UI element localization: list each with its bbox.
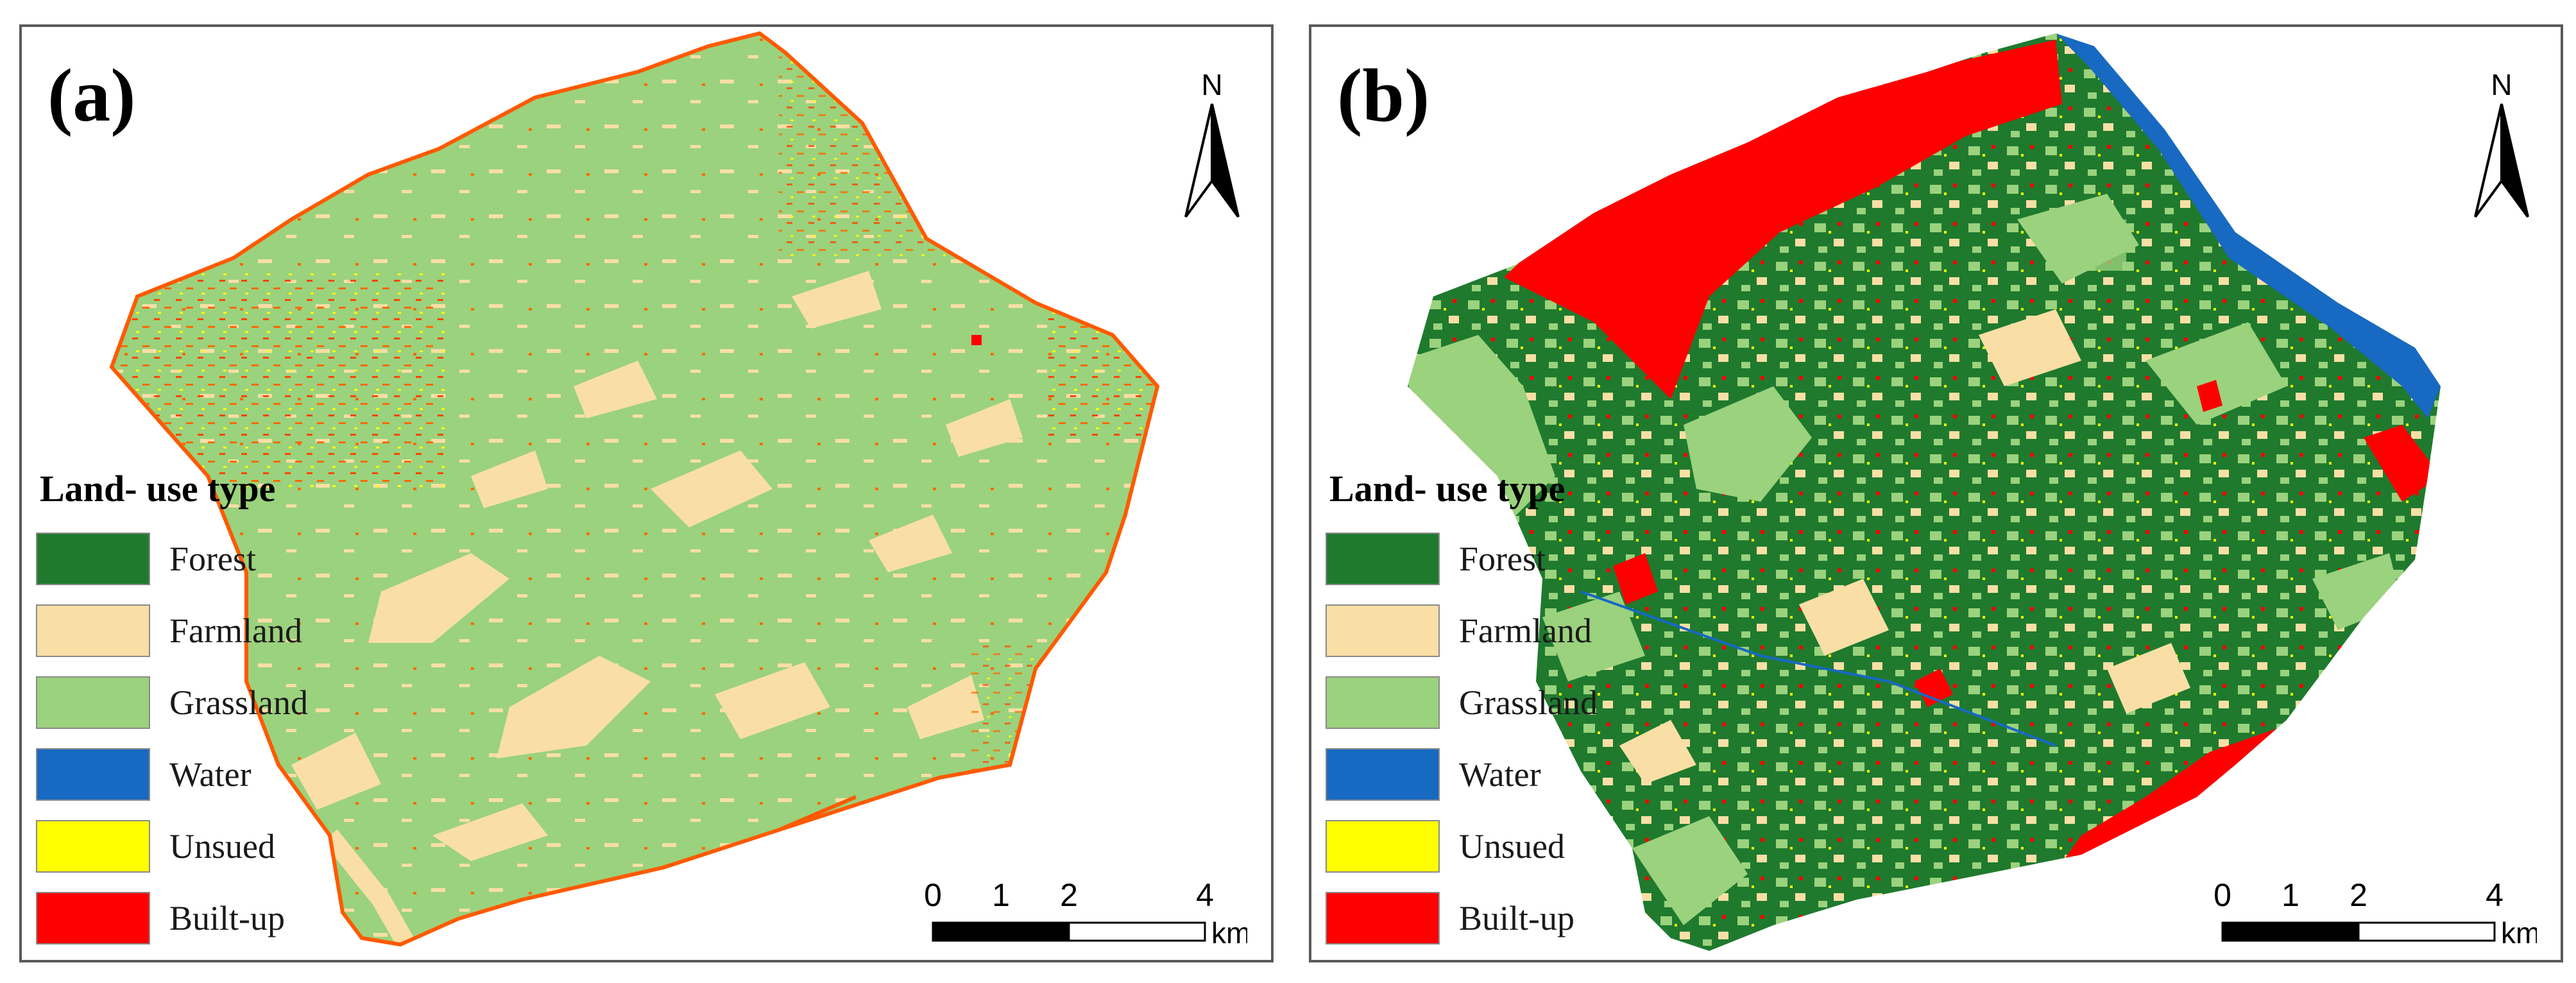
legend-item-unused: Unsued xyxy=(1326,810,1685,882)
scale-unit: km xyxy=(2501,916,2537,950)
legend-item-farmland: Farmland xyxy=(36,595,395,667)
legend-label: Forest xyxy=(1459,539,1546,578)
water-body-b xyxy=(2056,33,2441,418)
legend-label: Farmland xyxy=(169,611,302,650)
legend-label: Forest xyxy=(169,539,256,578)
legend-item-forest: Forest xyxy=(1326,523,1685,595)
north-letter: N xyxy=(1201,68,1222,101)
legend-item-forest: Forest xyxy=(36,523,395,595)
grassland-swatch xyxy=(36,676,150,729)
panel-label-b: (b) xyxy=(1337,53,1430,137)
scale-tick-2: 2 xyxy=(1060,877,1078,913)
farmland-swatch xyxy=(36,604,150,657)
farmland-patches-a xyxy=(291,271,1023,861)
grassland-swatch xyxy=(1326,676,1440,729)
unused-swatch xyxy=(1326,819,1440,873)
land-use-map-b xyxy=(1408,33,2441,951)
map-panel-a: (a) N Land- use type Forest Farmland Gra… xyxy=(19,24,1274,962)
scale-unit: km xyxy=(1211,916,1247,950)
scale-tick-4: 4 xyxy=(2486,877,2503,913)
north-arrow-icon: N xyxy=(1184,68,1240,218)
legend: Land- use type Forest Farmland Grassland… xyxy=(1326,468,1685,954)
legend-label: Water xyxy=(1459,755,1541,794)
scale-tick-1: 1 xyxy=(2282,877,2299,913)
legend-label: Farmland xyxy=(1459,611,1592,650)
scale-tick-0: 0 xyxy=(924,877,942,913)
forest-swatch xyxy=(36,532,150,585)
farmland-swatch xyxy=(1326,604,1440,657)
scale-tick-2: 2 xyxy=(2350,877,2367,913)
scale-tick-1: 1 xyxy=(992,877,1010,913)
water-swatch xyxy=(1326,748,1440,801)
legend-item-water: Water xyxy=(36,739,395,810)
legend-item-grassland: Grassland xyxy=(1326,667,1685,739)
legend-title: Land- use type xyxy=(1329,468,1565,509)
built-up-swatch xyxy=(36,891,150,945)
legend-label: Unsued xyxy=(1459,826,1565,866)
north-letter: N xyxy=(2491,68,2512,101)
scale-bar: 0 1 2 4 km xyxy=(924,877,1247,950)
legend: Land- use type Forest Farmland Grassland… xyxy=(36,468,395,954)
legend-item-built-up: Built-up xyxy=(1326,882,1685,954)
legend-label: Unsued xyxy=(169,826,275,866)
panel-label-a: (a) xyxy=(47,53,136,137)
legend-item-built-up: Built-up xyxy=(36,882,395,954)
scale-tick-0: 0 xyxy=(2213,877,2231,913)
land-use-map-a xyxy=(109,31,1160,947)
farmland-patches-b xyxy=(1619,309,2190,784)
legend-item-unused: Unsued xyxy=(36,810,395,882)
legend-title: Land- use type xyxy=(40,468,276,509)
map-panel-b: (b) N Land- use type Forest Farmland Gra… xyxy=(1309,24,2563,962)
legend-label: Water xyxy=(169,755,252,794)
legend-label: Built-up xyxy=(169,898,286,937)
study-area-boundary-a xyxy=(109,31,1160,947)
legend-label: Built-up xyxy=(1459,898,1575,937)
built-up-swatch xyxy=(1326,891,1440,945)
legend-item-grassland: Grassland xyxy=(36,667,395,739)
water-swatch xyxy=(36,748,150,801)
scale-tick-4: 4 xyxy=(1196,877,1214,913)
mixed-edge-zone-a xyxy=(112,271,445,489)
legend-item-farmland: Farmland xyxy=(1326,595,1685,667)
unused-swatch xyxy=(36,819,150,873)
legend-label: Grassland xyxy=(1459,683,1598,722)
forest-swatch xyxy=(1326,532,1440,585)
north-arrow-icon: N xyxy=(2474,68,2529,218)
legend-label: Grassland xyxy=(169,683,308,722)
legend-item-water: Water xyxy=(1326,739,1685,810)
scale-bar: 0 1 2 4 km xyxy=(2213,877,2537,950)
